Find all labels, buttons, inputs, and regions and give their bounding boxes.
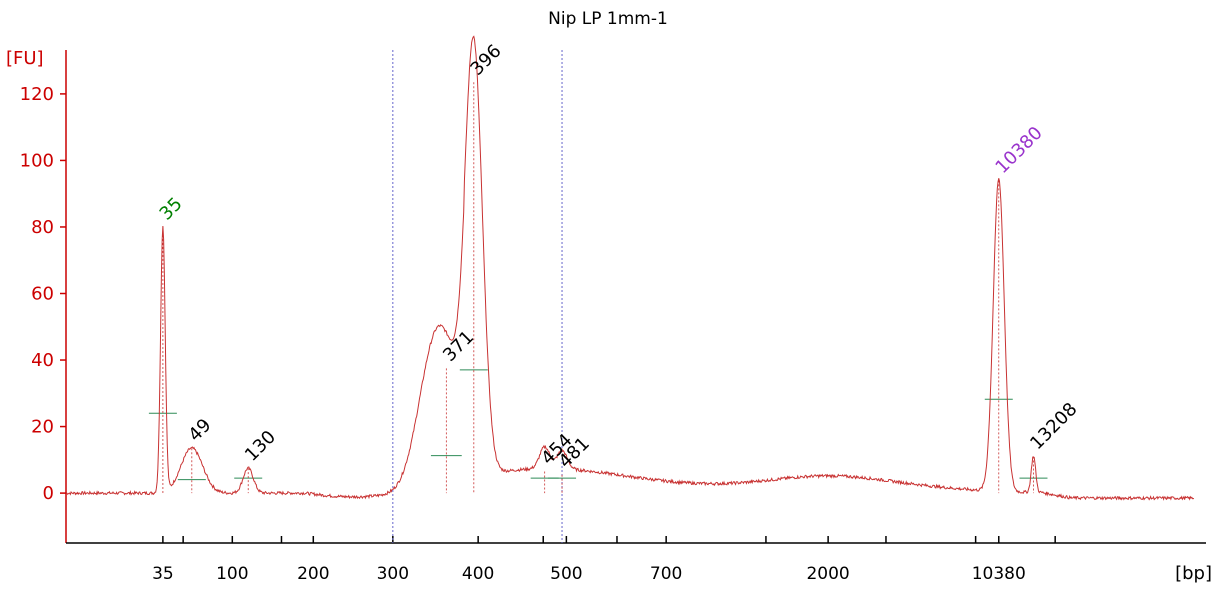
x-tick-label: 10380 — [972, 564, 1026, 584]
peak-label: 130 — [241, 427, 280, 466]
x-tick-label: 2000 — [806, 564, 849, 584]
region-markers — [392, 50, 563, 543]
y-tick-label: 80 — [31, 217, 54, 238]
y-tick-label: 120 — [20, 84, 54, 105]
x-tick-label: 35 — [152, 564, 174, 584]
chart-title: Nip LP 1mm-1 — [548, 9, 668, 29]
y-tick-label: 0 — [43, 483, 54, 504]
x-tick-label: 200 — [297, 564, 329, 584]
x-tick-label: 300 — [377, 564, 409, 584]
peak-label: 10380 — [991, 123, 1046, 178]
axes — [65, 50, 1206, 544]
peak-label: 35 — [156, 193, 187, 224]
peak-label: 49 — [185, 415, 216, 446]
x-tick-label: 400 — [462, 564, 494, 584]
y-tick-label: 40 — [31, 350, 54, 371]
x-axis-label: [bp] — [1175, 563, 1212, 584]
peak-label: 396 — [467, 41, 506, 80]
peak-baselines — [148, 82, 1048, 494]
x-tick-label: 100 — [216, 564, 248, 584]
y-axis-label: [FU] — [6, 48, 44, 69]
x-tick-label: 700 — [650, 564, 682, 584]
x-ticks: 35 100 200 300 400 500 700 2000 10380 — [152, 536, 1056, 584]
signal-trace — [65, 35, 1195, 501]
x-tick-label: 500 — [550, 564, 582, 584]
peak-label: 371 — [439, 327, 478, 366]
y-tick-label: 100 — [20, 150, 54, 171]
peak-label: 13208 — [1026, 399, 1081, 454]
y-ticks: 0 20 40 60 80 100 120 — [20, 84, 66, 504]
y-tick-label: 20 — [31, 417, 54, 438]
y-tick-label: 60 — [31, 284, 54, 305]
